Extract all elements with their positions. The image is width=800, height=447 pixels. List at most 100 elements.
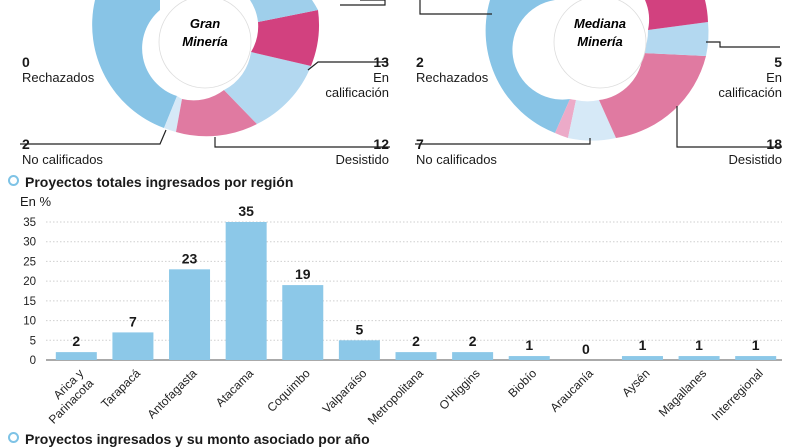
mediana-no-calificados-text: No calificados [416, 152, 497, 167]
gran-leader-desistido [214, 137, 390, 148]
mediana-title-line2: Minería [577, 34, 623, 49]
bar-value-label: 35 [238, 205, 254, 219]
gran-leader-en-calificacion [307, 61, 388, 71]
mediana-leader-no-calificados [415, 138, 591, 145]
gran-desistido-text: Desistido [335, 152, 389, 167]
section-title-year: Proyectos ingresados y su monto asociado… [8, 431, 370, 447]
category-label-part: Aysén [619, 366, 652, 399]
bar-11 [678, 356, 720, 360]
gran-label-rechazados: 0 Rechazados [22, 54, 95, 86]
category-label: Metropolitana [365, 366, 427, 428]
mediana-no-calificados-value: 7 [416, 136, 424, 152]
mediana-leader-top [419, 0, 492, 15]
bar-5 [338, 340, 380, 360]
mediana-segment-magenta [645, 0, 708, 30]
category-label-part: Biobío [505, 366, 539, 400]
mediana-title-line1: Mediana [574, 16, 626, 31]
category-label-part: O'Higgins [436, 366, 482, 412]
category-label: Interregional [709, 366, 766, 423]
gran-leader-top [340, 0, 386, 6]
gran-segment-magenta [251, 10, 320, 66]
category-label: Aysén [619, 366, 652, 399]
mediana-segment-rechazados [555, 99, 576, 138]
mediana-segment-rechazados-large [485, 0, 570, 133]
mediana-en-calificacion-value: 5 [774, 54, 782, 70]
category-label: O'Higgins [436, 366, 482, 412]
y-tick-label: 5 [30, 335, 36, 347]
y-tick-label: 10 [23, 316, 36, 328]
gran-label-no-calificados: 2 No calificados [22, 136, 103, 168]
y-axis-unit: En % [20, 194, 52, 209]
mediana-label-rechazados: 2 Rechazados [416, 54, 489, 86]
category-label-part: Araucanía [547, 366, 596, 415]
y-tick-label: 20 [23, 276, 36, 288]
bar-12 [735, 356, 777, 360]
mediana-segment-desistido [599, 53, 706, 138]
gran-rechazados-value: 0 [22, 54, 30, 70]
category-label: Atacama [213, 366, 257, 410]
gran-desistido-value: 12 [373, 136, 389, 152]
bullet-circle-icon [8, 175, 19, 186]
category-label: Araucanía [547, 366, 596, 415]
category-label-part: Coquimbo [264, 366, 313, 415]
gran-segment-rechazados-large [92, 0, 177, 128]
y-tick-label: 0 [30, 355, 36, 367]
category-label-part: Antofagasta [144, 366, 199, 421]
bar-2 [169, 269, 211, 360]
bar-value-label: 2 [72, 333, 80, 349]
category-label-part: Valparaíso [320, 366, 370, 416]
bar-value-label: 2 [469, 333, 477, 349]
gran-en-calificacion-value: 13 [373, 54, 389, 70]
mediana-segment-en-calificacion [643, 22, 709, 56]
category-label-part: Interregional [709, 366, 766, 423]
mediana-label-en-calificacion: 5 En calificación [718, 54, 782, 101]
bar-10 [621, 356, 663, 360]
bar-7 [452, 352, 494, 360]
mediana-leader-en-calificacion [706, 41, 780, 48]
bar-value-label: 19 [295, 266, 311, 282]
gran-segment-desistido [176, 90, 257, 137]
gran-segment-no-calificados [164, 96, 182, 132]
bullet-circle-icon [8, 432, 19, 443]
category-label-part: Magallanes [656, 366, 709, 419]
category-label-part: Tarapacá [98, 366, 143, 411]
category-label: Antofagasta [144, 366, 199, 421]
bar-4 [282, 285, 324, 360]
bar-3 [225, 222, 267, 360]
bar-0 [55, 352, 97, 360]
mediana-label-desistido: 18 Desistido [729, 137, 782, 168]
bar-1 [112, 332, 154, 360]
gran-rechazados-text: Rechazados [22, 70, 95, 85]
category-label: Biobío [505, 366, 539, 400]
gran-title-line2: Minería [182, 34, 228, 49]
bar-value-label: 7 [129, 313, 137, 329]
bar-value-label: 2 [412, 333, 420, 349]
gran-no-calificados-value: 2 [22, 136, 30, 152]
donut-mediana-mineria: Mediana Minería [415, 0, 782, 148]
y-tick-label: 25 [23, 256, 36, 268]
category-label-part: Atacama [213, 366, 257, 410]
mediana-label-no-calificados: 7 No calificados [416, 136, 497, 168]
mediana-rechazados-value: 2 [416, 54, 424, 70]
mediana-leader-desistido [676, 106, 782, 148]
donut-gran-mineria: Gran Minería [20, 0, 390, 148]
bar-value-label: 5 [355, 321, 363, 337]
gran-label-en-calificacion: 13 En calificación [325, 54, 389, 101]
category-label: Coquimbo [264, 366, 313, 415]
mediana-en-calificacion-text2: calificación [718, 85, 782, 100]
mediana-rechazados-text: Rechazados [416, 70, 489, 85]
section-title-year-text: Proyectos ingresados y su monto asociado… [25, 431, 370, 447]
bar-value-label: 23 [182, 250, 198, 266]
section-title-region: Proyectos totales ingresados por región [8, 174, 293, 190]
donut-charts: Gran Minería Mediana Minería [20, 0, 782, 148]
mediana-segment-no-calificados [568, 100, 616, 141]
gran-en-calificacion-text2: calificación [325, 85, 389, 100]
y-tick-label: 30 [23, 237, 36, 249]
bar-value-label: 1 [695, 337, 703, 353]
bar-8 [508, 356, 550, 360]
mediana-en-calificacion-text1: En [766, 70, 782, 85]
gran-segment-top-blue [250, 0, 318, 22]
category-label: Valparaíso [320, 366, 370, 416]
bar-6 [395, 352, 437, 360]
y-tick-label: 35 [23, 217, 36, 229]
